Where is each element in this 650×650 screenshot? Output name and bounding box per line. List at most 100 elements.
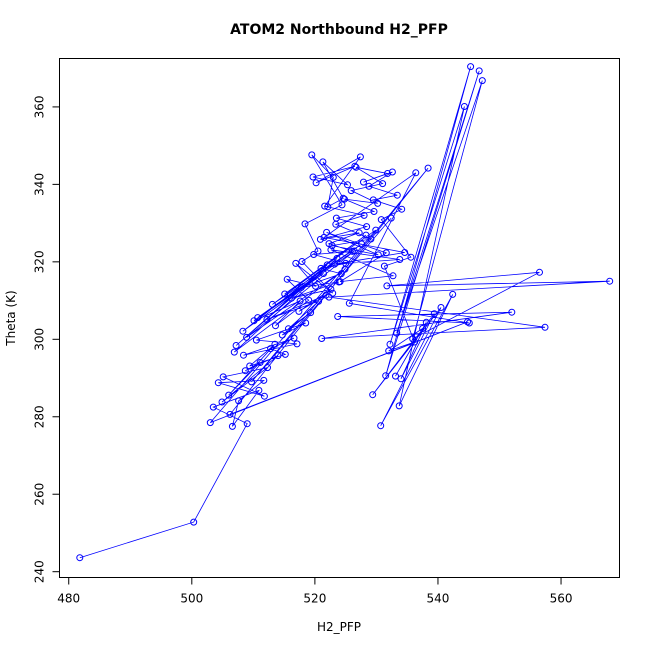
data-point — [389, 272, 397, 280]
data-point — [382, 249, 390, 257]
data-point — [232, 342, 240, 349]
data-point — [312, 282, 319, 290]
data-point — [248, 378, 255, 386]
data-point — [341, 265, 349, 273]
data-point — [419, 325, 427, 332]
data-point — [367, 235, 375, 243]
data-point — [360, 211, 368, 219]
data-point — [393, 191, 401, 199]
data-point — [327, 246, 335, 254]
data-point — [407, 253, 415, 261]
x-tick-label: 560 — [550, 592, 573, 606]
data-point — [422, 318, 430, 326]
data-point — [337, 270, 345, 278]
data-point — [352, 163, 360, 171]
chart-title: ATOM2 Northbound H2_PFP — [230, 22, 448, 38]
data-point — [358, 240, 366, 248]
data-point — [324, 203, 332, 211]
y-tick-label: 260 — [33, 483, 47, 506]
data-point — [383, 282, 391, 290]
data-point — [255, 386, 263, 394]
y-tick-label: 340 — [33, 173, 47, 196]
data-point — [334, 313, 342, 320]
data-point — [307, 309, 315, 317]
data-point — [344, 181, 351, 189]
data-point — [239, 327, 247, 335]
data-point — [365, 182, 373, 190]
data-point — [392, 372, 399, 380]
data-point — [309, 173, 317, 181]
data-point — [76, 554, 84, 562]
data-point — [339, 194, 347, 202]
data-point — [225, 391, 233, 399]
data-point — [240, 351, 247, 359]
data-point — [393, 329, 401, 337]
data-point — [296, 297, 304, 305]
data-point — [305, 296, 313, 304]
data-point — [318, 335, 326, 342]
y-tick-label: 280 — [33, 405, 47, 428]
y-tick-label: 360 — [33, 95, 47, 118]
data-point — [331, 260, 339, 268]
data-point — [347, 187, 355, 195]
data-point — [268, 300, 276, 308]
plot-area — [59, 58, 620, 578]
data-point — [379, 180, 387, 188]
data-point — [384, 170, 391, 177]
data-point — [218, 398, 226, 406]
data-point — [260, 392, 268, 400]
data-point — [355, 229, 363, 237]
data-point — [350, 247, 358, 255]
data-point — [274, 352, 282, 360]
x-tick-label: 500 — [180, 592, 203, 606]
data-point — [424, 164, 432, 172]
data-point — [323, 228, 331, 236]
series-lines — [79, 66, 610, 559]
data-point — [252, 336, 260, 344]
data-point — [329, 289, 337, 297]
data-point — [377, 422, 385, 430]
data-point — [380, 262, 388, 270]
y-axis: 240 260 280 300 320 340 360 — [33, 95, 60, 583]
data-point — [460, 103, 468, 110]
data-point — [314, 247, 322, 255]
data-point — [397, 375, 405, 383]
data-point — [369, 391, 377, 399]
data-point — [382, 372, 390, 380]
y-tick-label: 240 — [33, 560, 47, 583]
data-point — [272, 322, 279, 330]
data-point — [310, 251, 318, 258]
data-point — [395, 402, 403, 410]
data-point — [209, 403, 217, 411]
data-point — [219, 373, 227, 381]
data-point — [312, 179, 320, 187]
data-point — [256, 359, 264, 366]
data-point — [329, 173, 337, 181]
data-point — [316, 235, 324, 243]
y-tick-label: 320 — [33, 250, 47, 273]
data-point — [327, 285, 335, 293]
data-point — [351, 162, 359, 170]
data-point — [401, 249, 409, 256]
data-point — [541, 323, 549, 331]
data-point — [409, 335, 417, 343]
series-line — [79, 66, 610, 559]
x-tick-label: 520 — [303, 592, 326, 606]
data-point — [536, 268, 543, 276]
data-point — [449, 290, 457, 298]
data-point — [246, 362, 254, 370]
data-point — [508, 308, 516, 316]
data-point — [374, 251, 382, 259]
data-point — [385, 347, 393, 355]
data-point — [475, 67, 483, 75]
data-point — [437, 304, 445, 311]
data-point — [360, 178, 367, 186]
data-point — [387, 214, 395, 222]
data-point — [267, 345, 275, 353]
data-point — [332, 220, 340, 228]
data-point — [362, 231, 370, 239]
x-axis-label: H2_PFP — [317, 620, 361, 634]
data-point — [292, 259, 300, 267]
data-point — [323, 261, 331, 269]
